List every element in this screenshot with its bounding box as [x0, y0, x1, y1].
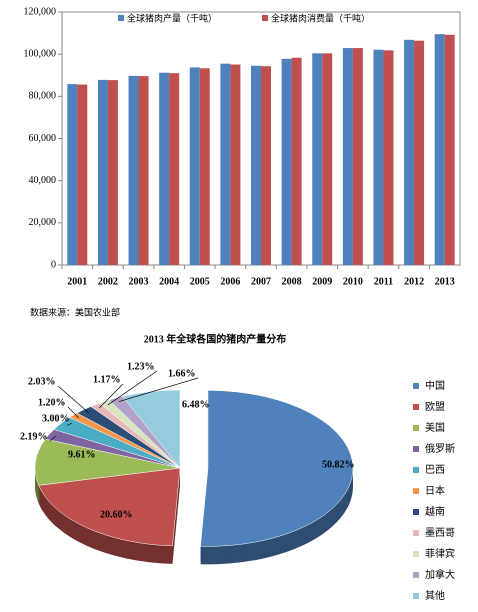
slice: [38, 467, 181, 547]
data-label: 20.60%: [100, 509, 133, 520]
x-tick-label: 2001: [67, 276, 87, 287]
chart-title: 2013 年全球各国的猪肉产量分布: [144, 332, 287, 345]
legend-swatch: [118, 15, 124, 21]
bar: [261, 66, 271, 265]
y-tick-label: 40,000: [29, 175, 57, 186]
y-tick-label: 120,000: [24, 6, 57, 17]
bar: [251, 65, 261, 265]
legend-label: 中国: [425, 379, 445, 392]
bar: [373, 49, 384, 265]
bar: [230, 64, 241, 265]
legend-label: 日本: [425, 484, 445, 497]
data-label: 2.03%: [28, 376, 56, 387]
bar: [414, 40, 425, 265]
bar: [169, 73, 180, 266]
bar: [97, 79, 108, 265]
data-label: 9.61%: [68, 449, 96, 460]
bar: [159, 72, 170, 265]
legend-swatch: [413, 509, 419, 515]
legend-swatch: [413, 404, 419, 410]
x-tick-label: 2003: [129, 276, 149, 287]
source-note: 数据来源：美国农业部: [30, 307, 120, 319]
bar: [67, 84, 78, 265]
bar: [107, 80, 118, 265]
bar: [342, 48, 353, 265]
bar: [77, 84, 88, 265]
y-tick-label: 100,000: [24, 48, 57, 59]
legend-label: 美国: [425, 421, 445, 434]
bar: [434, 34, 445, 266]
leader-line: [67, 422, 73, 426]
bar: [128, 75, 139, 265]
y-tick-label: 60,000: [29, 133, 57, 144]
data-label: 50.82%: [322, 459, 355, 470]
legend-swatch: [413, 593, 419, 599]
bar: [220, 63, 231, 265]
leader-line: [118, 377, 199, 402]
data-label: 3.00%: [42, 413, 70, 424]
x-tick-label: 2006: [220, 276, 240, 287]
data-label: 2.19%: [20, 431, 48, 442]
bar: [138, 76, 149, 266]
leader-line: [99, 383, 124, 409]
bar: [291, 57, 302, 266]
x-tick-label: 2002: [98, 276, 118, 287]
legend-swatch: [413, 446, 419, 452]
y-tick-label: 20,000: [29, 217, 57, 228]
x-tick-label: 2008: [282, 276, 302, 287]
x-tick-label: 2007: [251, 276, 271, 287]
data-label: 1.17%: [93, 374, 121, 385]
leader-line: [67, 406, 79, 419]
legend-label: 俄罗斯: [425, 442, 455, 455]
legend-swatch: [413, 425, 419, 431]
legend-label: 越南: [425, 505, 445, 518]
legend-label: 全球猪肉消费量（千吨）: [271, 13, 370, 25]
legend-label: 欧盟: [425, 401, 445, 413]
legend-swatch: [413, 383, 419, 389]
y-tick-label: 80,000: [29, 91, 57, 102]
x-tick-label: 2009: [312, 276, 332, 287]
bar: [322, 53, 333, 265]
x-tick-label: 2004: [159, 276, 179, 287]
legend-swatch: [413, 572, 419, 578]
bar: [404, 39, 415, 265]
leader-line: [57, 385, 89, 413]
y-tick-label: 0: [51, 259, 56, 270]
bar: [444, 34, 455, 265]
legend-label: 菲律宾: [425, 547, 455, 560]
x-tick-label: 2010: [343, 276, 363, 287]
slice: [200, 390, 354, 547]
legend-swatch: [413, 530, 419, 536]
leader-line: [107, 370, 158, 406]
leader-line: [49, 435, 57, 442]
x-tick-label: 2013: [435, 276, 455, 287]
slice: [34, 438, 181, 486]
bar: [189, 67, 200, 266]
legend-label: 墨西哥: [425, 527, 455, 539]
legend-label: 全球猪肉产量（千吨）: [127, 13, 217, 25]
bar: [383, 50, 394, 265]
slice: [122, 389, 181, 469]
legend-swatch: [413, 551, 419, 557]
x-tick-label: 2012: [404, 276, 424, 287]
legend-label: 加拿大: [425, 568, 455, 581]
bar: [312, 53, 323, 265]
bar: [281, 58, 292, 266]
legend-swatch: [262, 15, 268, 21]
data-label: 6.48%: [182, 399, 210, 410]
data-label: 1.23%: [127, 361, 155, 372]
data-label: 1.20%: [38, 397, 66, 408]
x-tick-label: 2005: [190, 276, 210, 287]
x-tick-label: 2011: [374, 276, 393, 287]
bar: [352, 48, 363, 265]
legend-label: 其他: [425, 589, 445, 602]
bar: [199, 68, 210, 265]
data-label: 1.66%: [168, 368, 196, 379]
legend-label: 巴西: [425, 464, 445, 476]
legend-swatch: [413, 488, 419, 494]
legend-swatch: [413, 467, 419, 473]
